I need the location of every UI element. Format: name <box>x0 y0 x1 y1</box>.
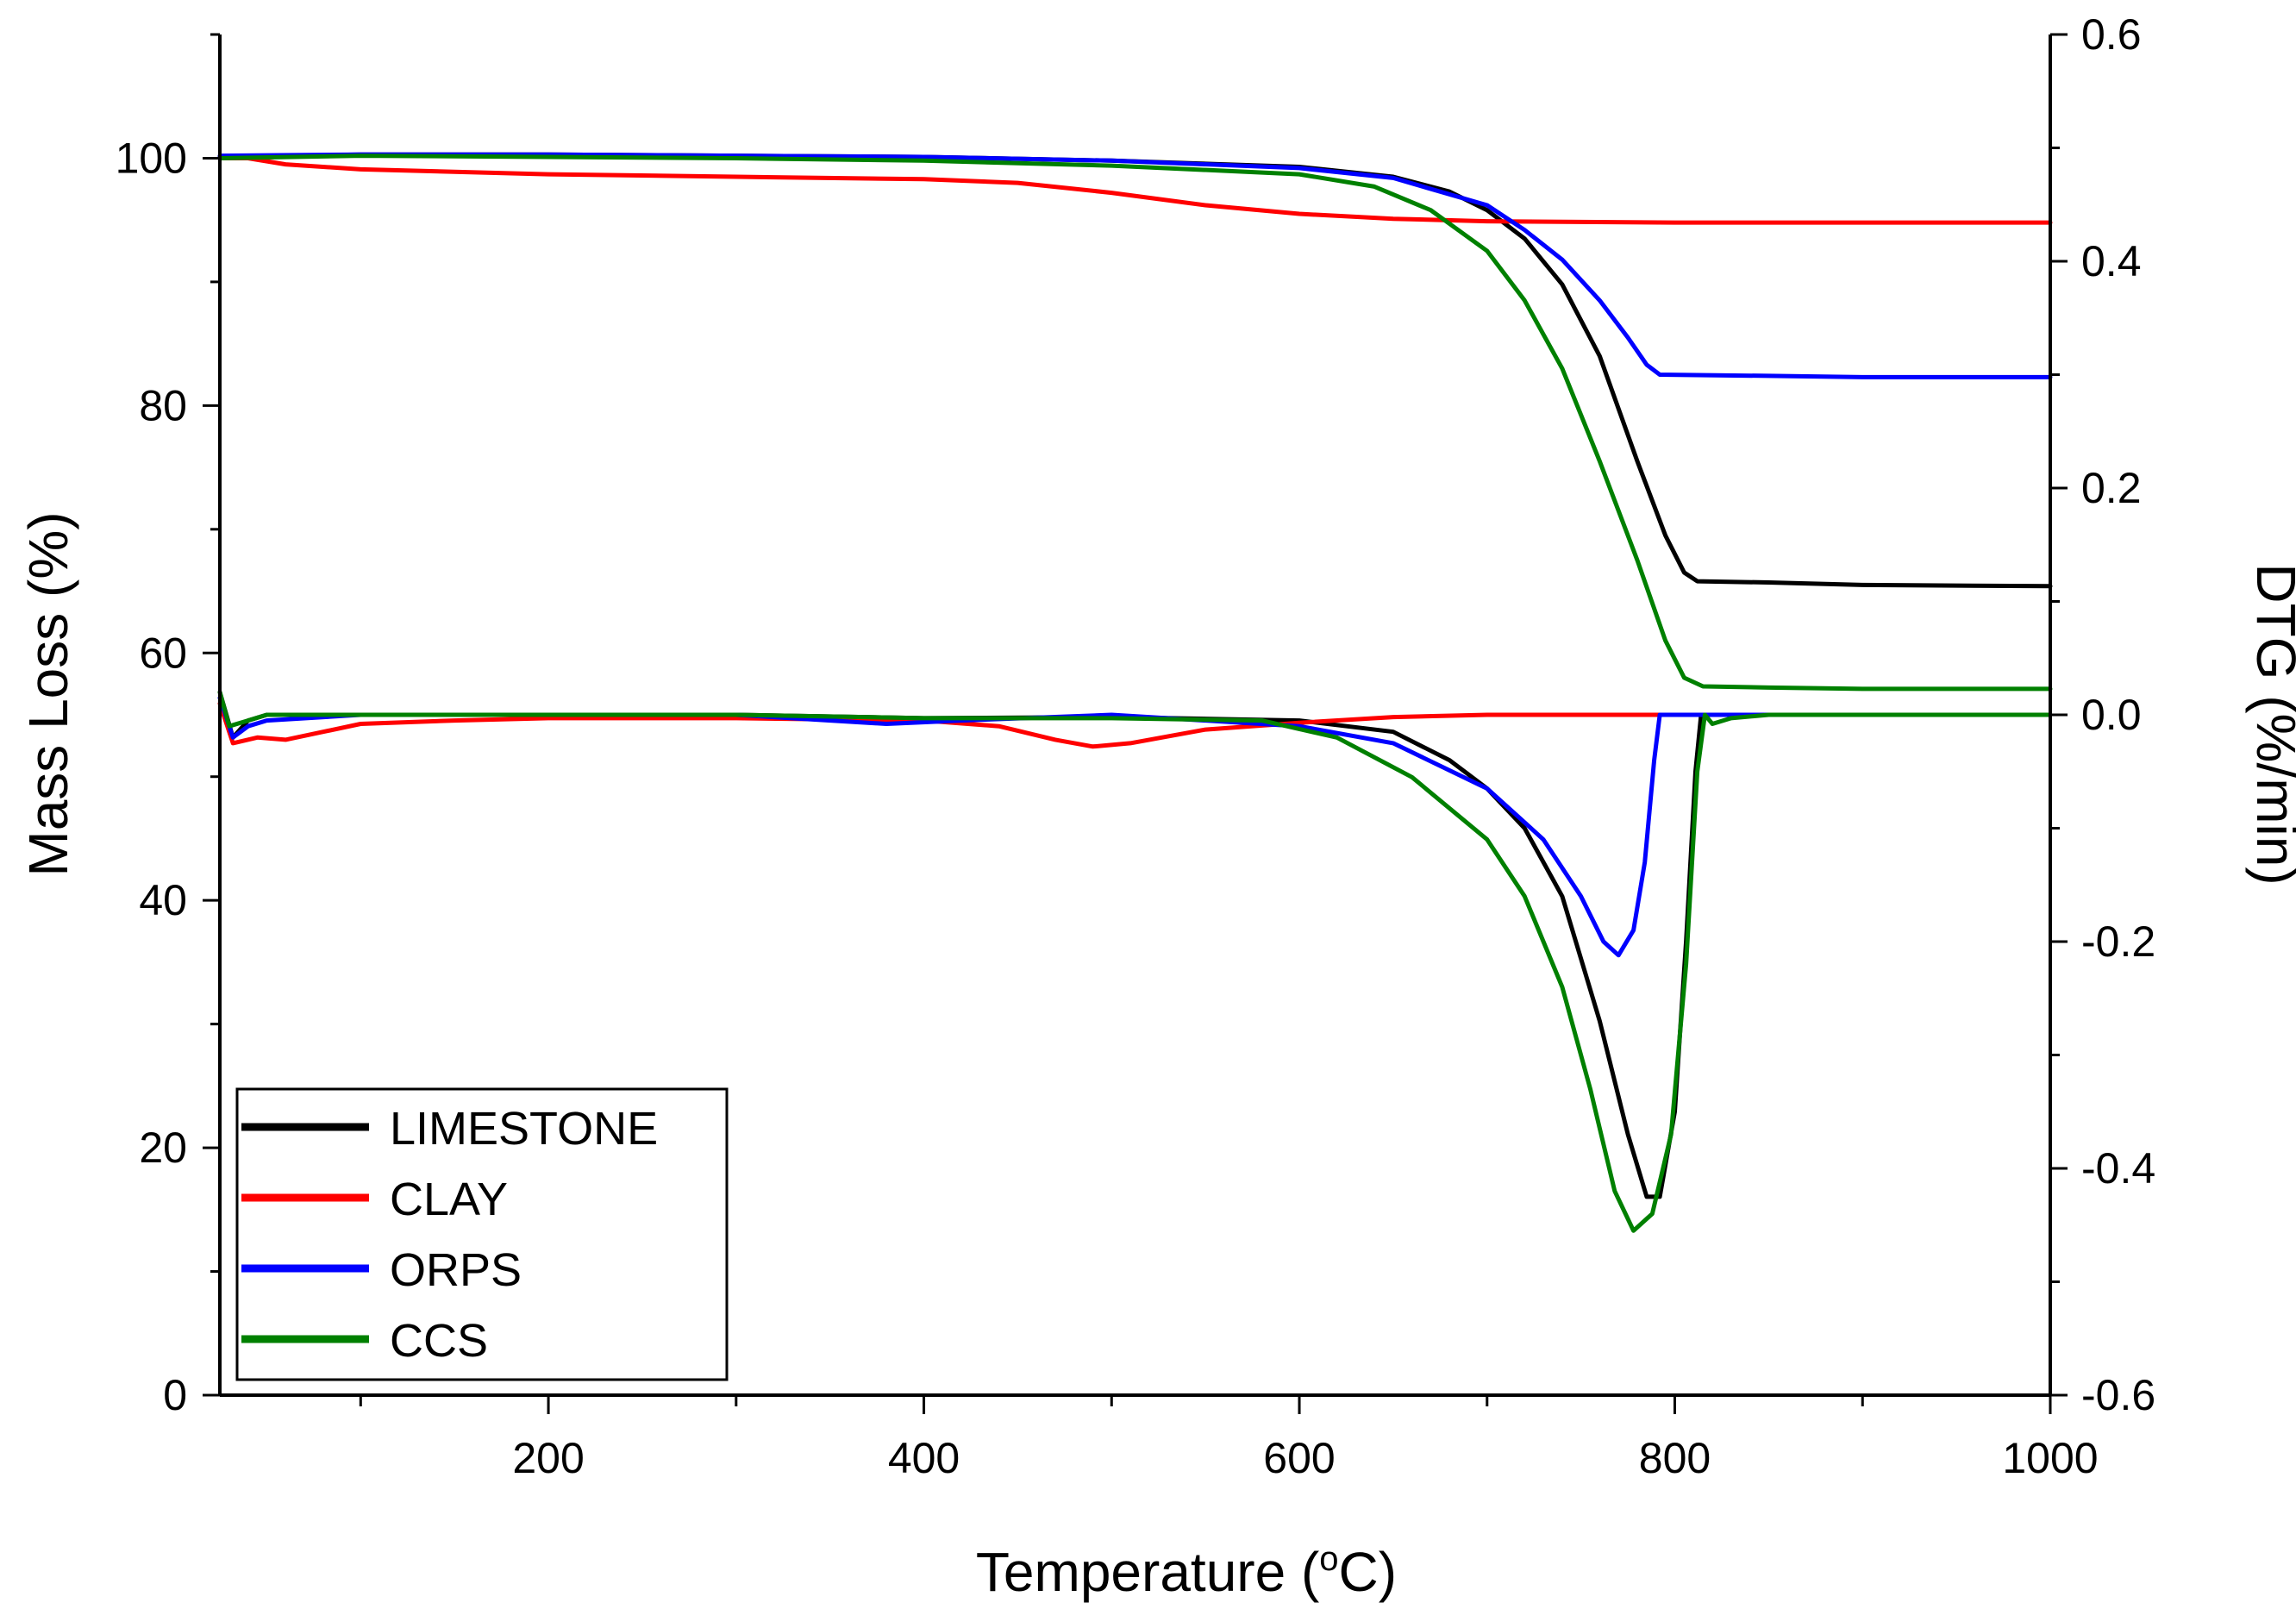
tg-line-limestone <box>217 152 2053 589</box>
legend: LIMESTONE CLAY ORPS CCS <box>235 1087 729 1381</box>
x-tick-label-800: 800 <box>1639 1434 1711 1482</box>
dtg-line-orps <box>217 695 2053 958</box>
x-tick-label-600: 600 <box>1263 1434 1335 1482</box>
y-tick-label-20: 20 <box>139 1124 187 1172</box>
dtg-line-ccs <box>217 690 2053 1233</box>
x-tick-label-1000: 1000 <box>2002 1434 2098 1482</box>
x-axis-title-sup: o <box>1319 1540 1338 1578</box>
y-tick-label-40: 40 <box>139 876 187 924</box>
y2-tick-label-5: 0.4 <box>2081 237 2142 285</box>
legend-label-orps: ORPS <box>390 1244 522 1296</box>
y2-axis-title: DTG (%/min) <box>2245 563 2296 885</box>
tg-line-ccs <box>217 153 2053 692</box>
axis-layer: 200 400 600 800 1000 0 20 40 60 80 100 -0.6 -0.4 -0.2… <box>116 10 2156 1482</box>
x-axis-title-post: C) <box>1339 1541 1398 1603</box>
legend-box <box>235 1087 729 1381</box>
dtg-line-clay <box>217 701 2053 749</box>
y-tick-label-80: 80 <box>139 381 187 429</box>
y-tick-label-100: 100 <box>116 134 187 182</box>
y-axis-title: Mass Loss (%) <box>17 511 79 876</box>
x-axis-title-pre: Temperature ( <box>976 1541 1319 1603</box>
y2-tick-label-0: -0.6 <box>2081 1371 2155 1419</box>
x-tick-label-200: 200 <box>512 1434 584 1482</box>
y2-tick-label-2: -0.2 <box>2081 917 2155 966</box>
y-tick-label-60: 60 <box>139 629 187 677</box>
legend-label-ccs: CCS <box>390 1315 488 1367</box>
y2-tick-label-6: 0.6 <box>2081 10 2142 59</box>
tg-line-orps <box>217 152 2053 379</box>
y-tick-label-0: 0 <box>163 1371 187 1419</box>
series-layer <box>217 152 2053 1233</box>
y2-tick-label-1: -0.4 <box>2081 1144 2155 1193</box>
y2-tick-label-4: 0.2 <box>2081 464 2142 512</box>
tg-line-clay <box>217 156 2053 225</box>
x-tick-label-400: 400 <box>888 1434 960 1482</box>
legend-label-clay: CLAY <box>390 1174 508 1225</box>
y2-tick-label-3: 0.0 <box>2081 691 2142 739</box>
legend-label-limestone: LIMESTONE <box>390 1103 658 1155</box>
x-axis-title: Temperature (oC) <box>976 1540 1397 1603</box>
